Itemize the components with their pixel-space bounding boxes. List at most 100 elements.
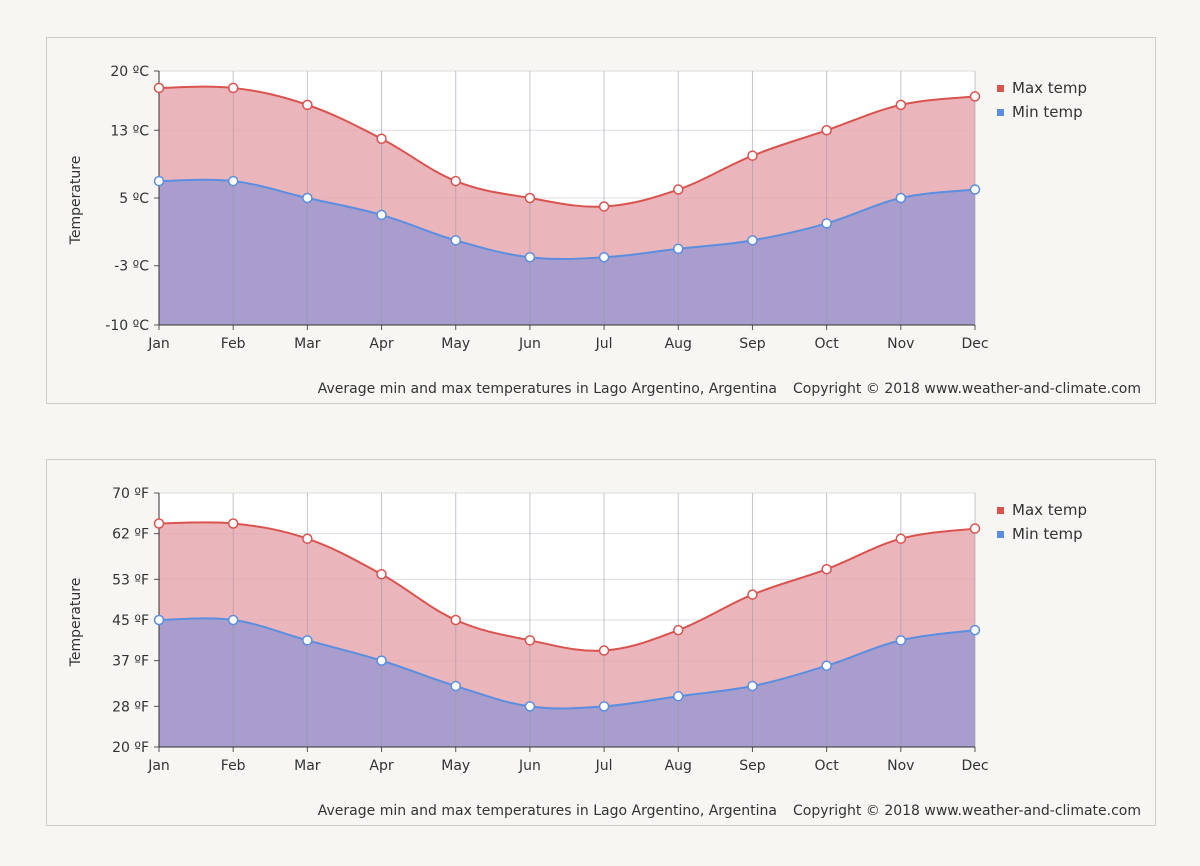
copyright-text: Copyright © 2018 www.weather-and-climate… xyxy=(793,381,1141,397)
legend-label-max: Max temp xyxy=(1012,79,1088,97)
legend: Max temp Min temp xyxy=(997,76,1087,124)
min-temp-line xyxy=(158,617,976,710)
min-temp-point xyxy=(376,209,387,221)
x-tick-label: Jul xyxy=(595,336,613,352)
max-temp-point xyxy=(302,533,313,544)
x-tick-label: Oct xyxy=(815,758,840,774)
max-temp-swatch xyxy=(997,84,1004,92)
y-tick-label: -3 ºC xyxy=(114,259,149,275)
chart-footer: Average min and max temperatures in Lago… xyxy=(318,381,1141,397)
celsius-chart-panel: 20 ºC 13 ºC 5 ºC -3 ºC -10 ºC Jan Feb Mar Apr May… xyxy=(46,37,1156,404)
y-tick-label: 20 ºF xyxy=(112,740,149,756)
max-temp-point xyxy=(821,125,832,136)
min-temp-point xyxy=(598,252,610,263)
min-temp-point xyxy=(302,635,313,646)
legend-item-max[interactable]: Max temp xyxy=(997,498,1087,522)
y-tick-label: 20 ºC xyxy=(110,64,149,80)
y-tick-label: -10 ºC xyxy=(105,318,149,334)
min-temp-point xyxy=(376,655,387,666)
max-temp-point xyxy=(598,645,610,656)
y-tick-label: 62 ºF xyxy=(112,527,149,543)
max-temp-point xyxy=(153,518,165,529)
legend-item-min[interactable]: Min temp xyxy=(997,100,1087,124)
x-tick-label: Sep xyxy=(739,758,766,774)
max-temp-point xyxy=(673,624,684,636)
max-temp-point xyxy=(524,635,536,646)
legend-item-max[interactable]: Max temp xyxy=(997,76,1087,100)
y-tick-label: 37 ºF xyxy=(112,654,149,670)
x-tick-label: Mar xyxy=(294,336,321,352)
y-tick-label: 70 ºF xyxy=(112,486,149,502)
min-temp-area xyxy=(159,618,975,747)
min-temp-point xyxy=(673,690,684,702)
x-tick-label: Apr xyxy=(369,336,393,352)
min-temp-point xyxy=(969,624,981,636)
x-tick-label: May xyxy=(441,758,470,774)
max-temp-point xyxy=(227,518,239,529)
max-temp-point xyxy=(747,150,758,161)
y-axis-label: Temperature xyxy=(68,577,84,667)
max-temp-point xyxy=(895,533,907,544)
fahrenheit-chart: 70 ºF 62 ºF 53 ºF 45 ºF 37 ºF 28 ºF 20 ºF Jan Fe… xyxy=(112,486,988,774)
min-temp-point xyxy=(302,192,313,204)
max-temp-point xyxy=(969,91,981,102)
max-temp-point xyxy=(747,589,758,600)
fahrenheit-chart-panel: 70 ºF 62 ºF 53 ºF 45 ºF 37 ºF 28 ºF 20 ºF Jan Fe… xyxy=(46,459,1156,826)
min-temp-point xyxy=(673,243,684,255)
max-temp-point xyxy=(376,569,387,580)
x-tick-label: Dec xyxy=(961,336,988,352)
min-temp-point xyxy=(524,252,536,263)
min-temp-point xyxy=(227,614,239,626)
max-temp-point xyxy=(450,175,461,187)
y-axis-label: Temperature xyxy=(68,155,84,245)
min-temp-swatch xyxy=(997,530,1004,538)
chart-caption: Average min and max temperatures in Lago… xyxy=(317,381,778,397)
x-tick-label: Jan xyxy=(147,336,170,352)
legend-item-min[interactable]: Min temp xyxy=(997,522,1087,546)
max-temp-point xyxy=(376,133,387,144)
legend-label-min: Min temp xyxy=(1012,103,1083,121)
min-temp-point xyxy=(821,218,832,229)
max-temp-swatch xyxy=(997,506,1004,514)
y-tick-label: 5 ºC xyxy=(119,191,149,207)
x-tick-label: Jun xyxy=(518,758,541,774)
max-temp-point xyxy=(598,201,610,212)
min-temp-swatch xyxy=(997,108,1004,116)
max-temp-point xyxy=(153,82,165,94)
y-tick-label: 53 ºF xyxy=(112,572,149,588)
min-temp-point xyxy=(969,184,981,195)
min-temp-point xyxy=(227,175,239,187)
x-tick-label: Jan xyxy=(147,758,170,774)
x-tick-label: May xyxy=(441,336,470,352)
min-temp-point xyxy=(524,701,536,712)
x-tick-label: Feb xyxy=(221,758,246,774)
x-tick-label: Sep xyxy=(739,336,766,352)
chart-caption: Average min and max temperatures in Lago… xyxy=(317,803,778,819)
min-temp-point xyxy=(153,614,165,626)
chart-footer: Average min and max temperatures in Lago… xyxy=(318,803,1141,819)
min-temp-point xyxy=(747,235,758,246)
celsius-chart: 20 ºC 13 ºC 5 ºC -3 ºC -10 ºC Jan Feb Mar Apr May… xyxy=(105,64,988,352)
max-temp-point xyxy=(450,614,461,626)
min-temp-point xyxy=(598,701,610,712)
legend-label-max: Max temp xyxy=(1012,501,1088,519)
min-temp-point xyxy=(895,192,907,204)
max-temp-point xyxy=(302,99,313,111)
min-temp-line xyxy=(158,178,976,261)
x-tick-label: Dec xyxy=(961,758,988,774)
min-temp-area xyxy=(159,179,975,325)
x-tick-label: Aug xyxy=(665,336,692,352)
x-tick-label: Nov xyxy=(887,758,914,774)
y-tick-label: 28 ºF xyxy=(112,699,149,715)
max-temp-point xyxy=(821,563,832,575)
min-temp-point xyxy=(450,235,461,246)
min-temp-point xyxy=(153,175,165,187)
x-tick-label: Jun xyxy=(518,336,541,352)
x-tick-label: Aug xyxy=(665,758,692,774)
min-temp-point xyxy=(895,635,907,646)
x-tick-label: Jul xyxy=(595,758,613,774)
min-temp-point xyxy=(450,680,461,692)
min-temp-point xyxy=(821,660,832,671)
y-tick-label: 13 ºC xyxy=(110,123,149,139)
max-temp-point xyxy=(673,184,684,195)
